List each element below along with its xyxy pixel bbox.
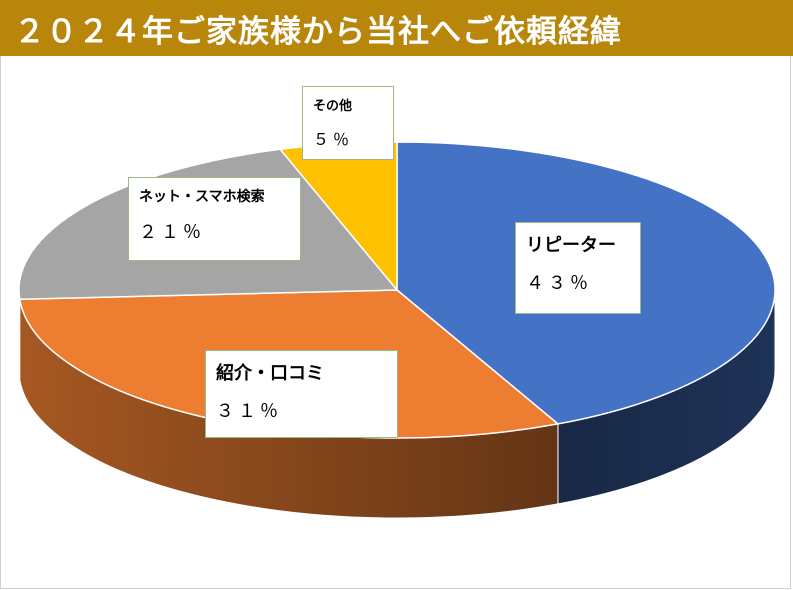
data-label-other-name: その他 xyxy=(313,99,353,114)
chart-title: ２０２４年ご家族様から当社へご依頼経緯 xyxy=(14,13,622,50)
data-label-repeater-name: リピーター xyxy=(526,235,616,256)
data-label-other-value: ５％ xyxy=(313,130,354,149)
data-label-net-search-name: ネット・スマホ検索 xyxy=(139,189,265,205)
data-label-repeater-value: ４３％ xyxy=(526,273,592,294)
data-label-referral-name: 紹介・口コミ xyxy=(216,363,324,384)
title-bar: ２０２４年ご家族様から当社へご依頼経緯 xyxy=(0,0,793,56)
chart-area xyxy=(0,56,791,589)
data-label-other: その他 ５％ xyxy=(302,86,394,160)
data-label-referral: 紹介・口コミ ３１％ xyxy=(205,350,398,438)
data-label-repeater: リピーター ４３％ xyxy=(515,222,641,314)
data-label-referral-value: ３１％ xyxy=(216,401,282,422)
data-label-net-search: ネット・スマホ検索 ２１％ xyxy=(128,177,301,261)
pie-side-net-search xyxy=(18,289,21,380)
data-label-net-search-value: ２１％ xyxy=(139,222,205,243)
